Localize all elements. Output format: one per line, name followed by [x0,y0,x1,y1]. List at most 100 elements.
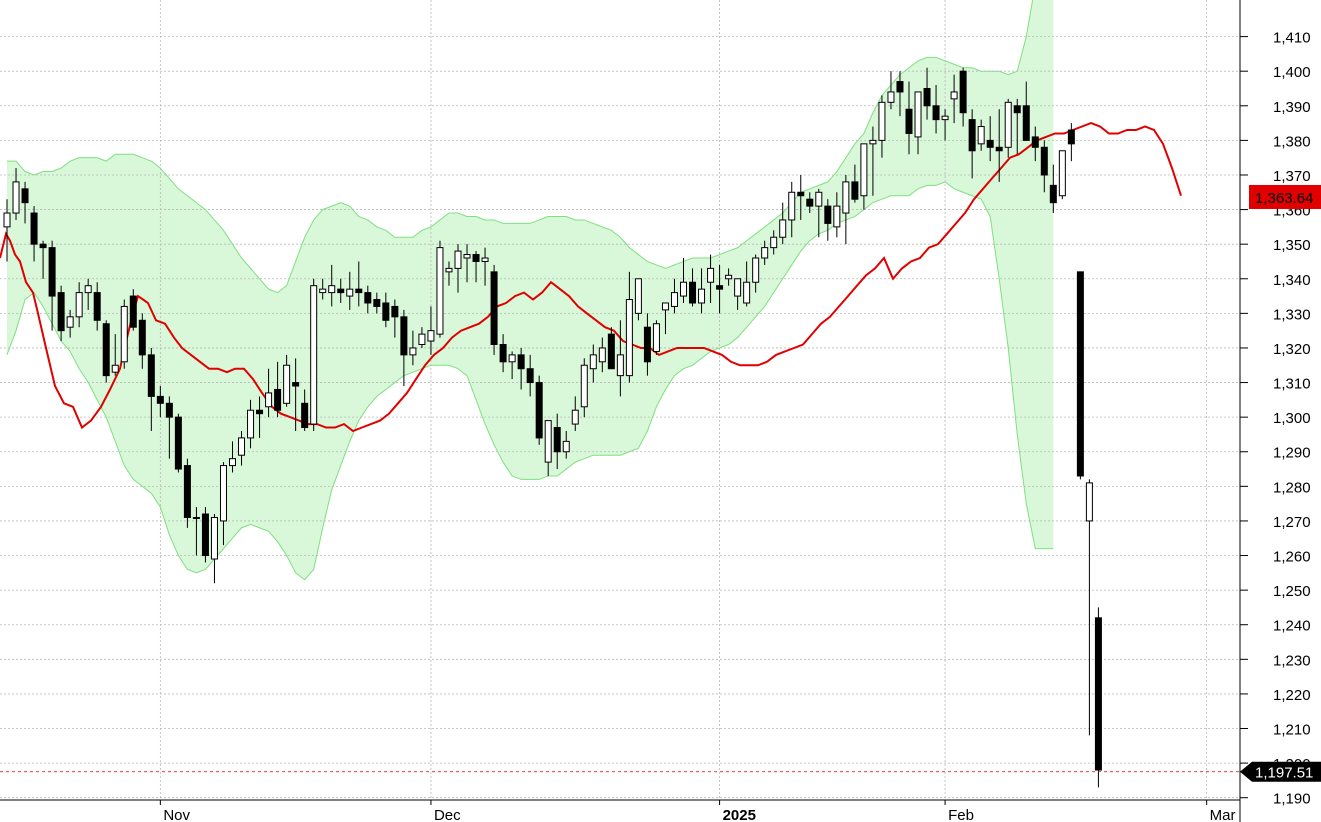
candle [301,389,309,431]
candle-body [1022,105,1030,141]
candle-body [283,364,291,404]
candle [382,292,390,328]
candle-body [454,250,462,269]
candle-body [66,316,74,328]
candle [734,278,742,310]
candle-body [111,364,119,373]
candle [409,330,417,366]
candle-body [923,87,931,107]
candle-body [995,146,1003,152]
candle-body [147,354,155,397]
candle [932,85,940,134]
candle-body [3,212,11,228]
candle [66,309,74,338]
candle-body [238,437,246,456]
y-tick-label: 1,400 [1273,64,1311,81]
candle [526,354,534,397]
candle-body [607,333,615,370]
candle [887,71,895,110]
y-tick-label: 1,230 [1273,652,1311,669]
candle [454,244,462,293]
candle [896,71,904,117]
x-tick-label: Nov [163,807,190,822]
candle-body [680,281,687,297]
candle-body [643,326,651,363]
candle [689,268,697,307]
candle-body [1031,136,1039,148]
candle [445,261,453,286]
candle-body [427,330,435,342]
candle [346,271,354,310]
candle [770,230,778,255]
candle-body [1094,617,1102,771]
y-tick-label: 1,370 [1273,168,1311,185]
candle-body [571,409,579,425]
candle-body [174,416,182,470]
candle [427,306,435,355]
candle-body [292,382,300,387]
candle-body [788,191,796,221]
moving-average-path [0,122,1182,433]
candle [824,199,832,241]
candle-body [337,288,345,294]
candle [310,278,318,431]
candle [680,258,687,303]
candle [30,206,38,262]
y-tick-label: 1,340 [1273,272,1311,289]
candle-body [661,302,669,311]
candle [950,74,958,124]
y-tick-label: 1,250 [1273,583,1311,600]
candle [815,188,823,238]
candle [319,278,327,300]
candle-body [806,198,814,207]
candle-body [959,70,967,114]
candle-body [1085,482,1093,522]
candle [508,351,516,380]
candle [607,327,615,370]
candle [598,337,606,373]
candle-body [129,295,137,328]
candle-body [210,516,218,560]
candle-body [120,305,128,363]
candle [129,289,137,331]
candle-body [625,299,633,377]
candle-body [1049,184,1057,204]
candle-body [445,267,453,273]
candle [256,396,264,438]
candle-body [707,267,715,283]
candle [806,192,814,214]
candle [1067,123,1075,162]
candle-body [752,257,760,283]
candle [670,278,678,314]
x-tick-label: Mar [1210,807,1236,822]
candle [698,268,706,314]
candle [436,240,444,338]
candle-body [219,465,227,522]
candle [183,458,191,528]
y-tick-label: 1,330 [1273,306,1311,323]
candle [833,192,841,238]
candle-body [508,354,516,363]
y-tick-label: 1,210 [1273,722,1311,739]
candle-body [102,323,110,377]
candle-body [761,247,769,259]
candle-body [896,81,904,93]
candle-body [256,409,264,415]
candle-body [274,388,282,411]
candle-body [165,402,173,418]
candle-body [93,292,101,321]
candle [111,334,119,376]
candle [977,119,985,151]
moving-average-line [0,122,1182,433]
y-tick-label: 1,270 [1273,514,1311,531]
candle-body [364,292,372,304]
candle [643,313,651,376]
band-upper-line [7,0,1034,294]
candle-body [138,319,146,356]
candle [3,199,11,262]
y-tick-label: 1,220 [1273,687,1311,704]
candle [878,95,886,158]
candle [788,181,796,238]
candle [725,268,733,286]
candle-body [544,420,552,463]
